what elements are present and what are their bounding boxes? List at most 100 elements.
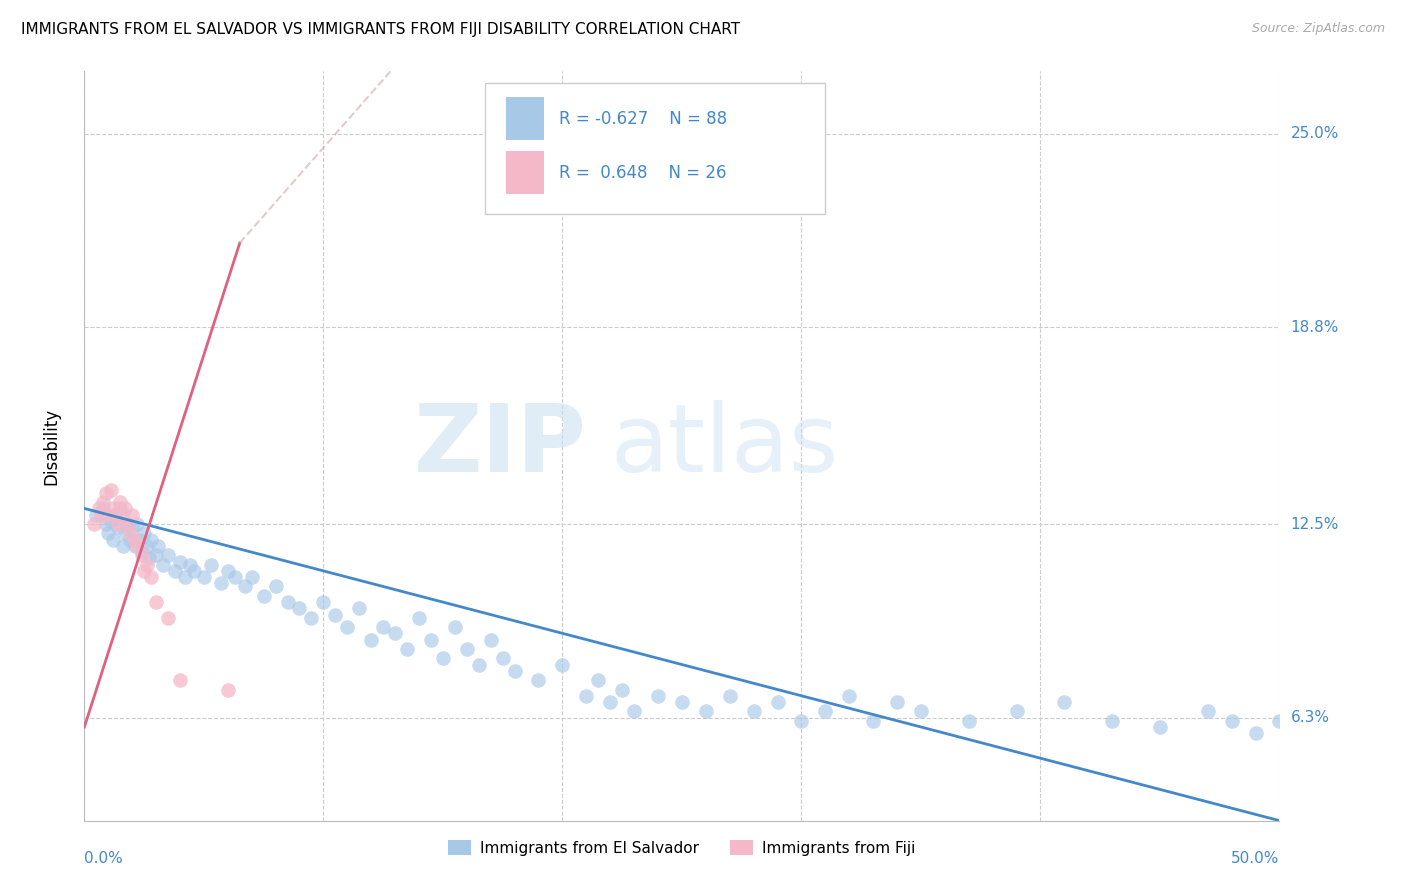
Point [117,517,139,532]
Point [647,689,669,703]
Point [110,501,132,516]
Point [152,558,174,572]
Point [141,570,163,584]
Point [125,517,148,532]
Point [217,564,239,578]
Point [1197,705,1219,719]
Point [1220,714,1243,728]
Point [671,695,693,709]
Text: ZIP: ZIP [413,400,586,492]
Point [131,548,153,563]
Point [479,632,502,647]
Point [111,539,134,553]
Point [173,570,195,584]
Point [83,517,105,532]
Point [209,576,232,591]
Text: IMMIGRANTS FROM EL SALVADOR VS IMMIGRANTS FROM FIJI DISABILITY CORRELATION CHART: IMMIGRANTS FROM EL SALVADOR VS IMMIGRANT… [21,22,740,37]
Point [718,689,741,703]
Point [456,642,478,657]
Point [157,611,180,625]
Point [838,689,860,703]
Point [790,714,813,728]
Point [420,632,443,647]
Point [125,539,148,553]
Point [432,651,454,665]
Point [599,695,621,709]
Point [100,483,122,497]
Point [312,595,335,609]
Point [277,595,299,609]
Point [118,526,141,541]
Point [107,517,129,532]
Point [503,664,526,678]
Point [814,705,837,719]
Point [165,564,187,578]
Point [408,611,430,625]
Point [288,601,311,615]
Point [141,533,163,547]
Point [100,514,122,528]
Point [110,495,132,509]
Point [1149,720,1171,734]
Point [132,526,156,541]
Point [200,558,222,572]
Text: Source: ZipAtlas.com: Source: ZipAtlas.com [1251,22,1385,36]
Point [121,520,143,534]
Point [94,517,117,532]
Point [135,558,157,572]
Point [107,520,129,534]
Point [118,533,141,547]
Point [1005,705,1028,719]
Point [114,526,136,541]
Point [1101,714,1123,728]
Point [101,501,124,516]
Point [104,508,127,522]
Point [124,533,146,547]
Point [886,695,908,709]
Point [468,657,491,672]
Y-axis label: Disability: Disability [42,408,60,484]
Point [695,705,717,719]
Point [301,611,323,625]
Point [101,533,124,547]
Point [588,673,610,688]
Point [104,508,127,522]
Point [575,689,598,703]
Point [131,545,153,559]
Point [169,673,191,688]
Point [93,495,115,509]
FancyBboxPatch shape [485,83,825,214]
Point [551,657,574,672]
Point [90,508,112,522]
Point [910,705,932,719]
Point [111,508,134,522]
Point [93,501,115,516]
Point [1268,714,1291,728]
Point [217,682,239,697]
Point [360,632,382,647]
Point [336,620,359,634]
Point [94,485,117,500]
Point [612,682,634,697]
Point [766,695,789,709]
Text: 0.0%: 0.0% [84,851,124,866]
Point [145,548,167,563]
Point [492,651,515,665]
Text: 12.5%: 12.5% [1291,516,1339,532]
Point [97,526,120,541]
Point [742,705,765,719]
Bar [506,97,544,140]
Bar [506,151,544,194]
Point [138,551,160,566]
Point [179,558,201,572]
Point [132,564,156,578]
Point [193,570,215,584]
Point [240,570,263,584]
Point [135,539,157,553]
Point [145,595,167,609]
Point [957,714,980,728]
Point [384,626,406,640]
Point [264,580,287,594]
Point [253,589,276,603]
Point [121,508,143,522]
